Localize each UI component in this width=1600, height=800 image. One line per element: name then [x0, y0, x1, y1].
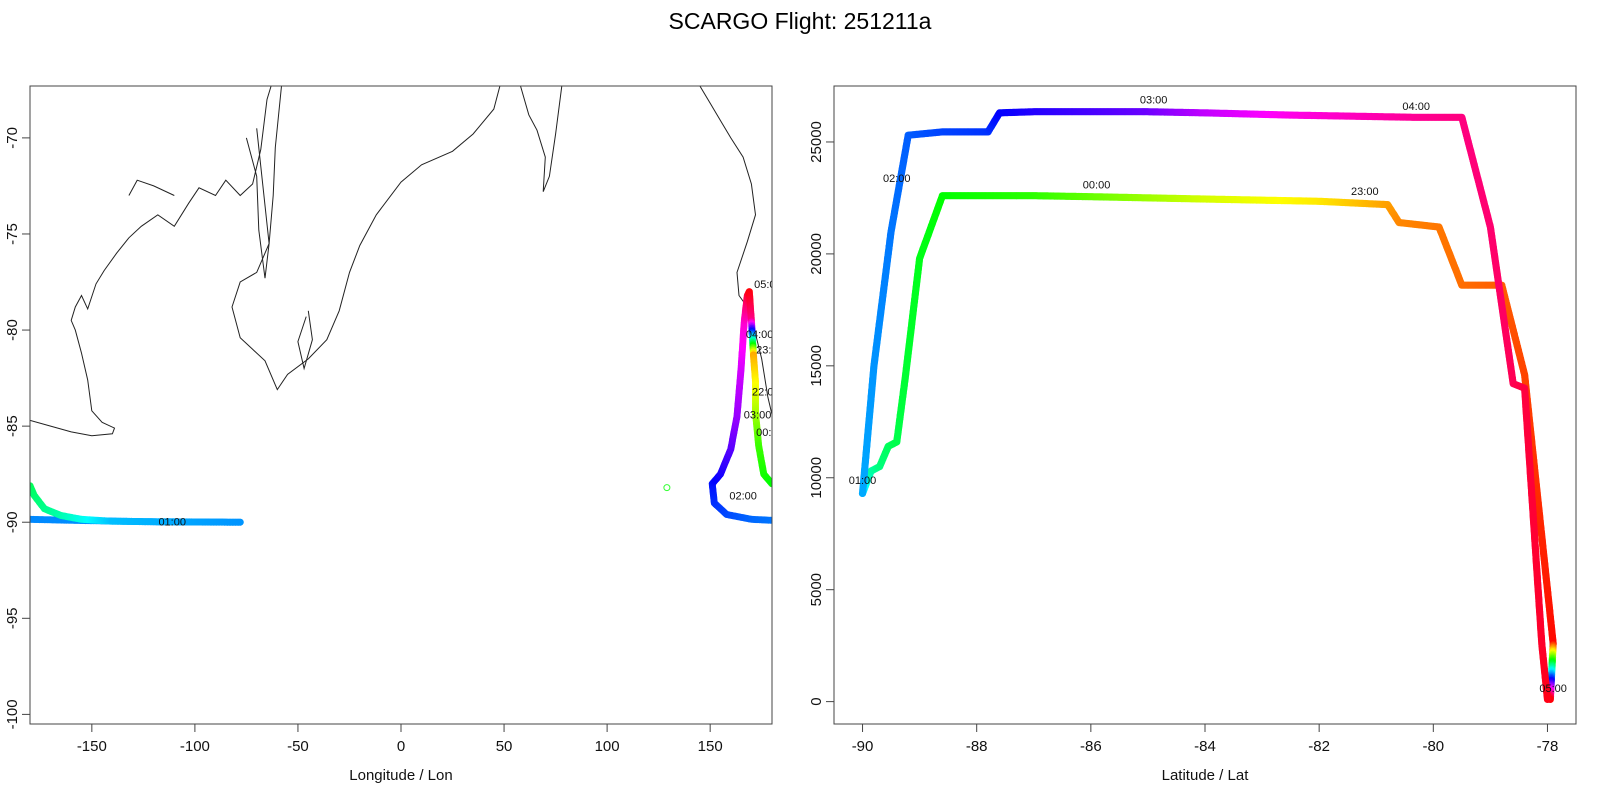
- coastline: [231, 86, 501, 391]
- map-x-tick-label: 150: [698, 738, 723, 755]
- coastline: [297, 310, 313, 371]
- chart-title: SCARGO Flight: 251211a: [668, 8, 932, 34]
- profile-plot-area: 01:00 02:00 00:00 03:00 23:00 04:00 05:00: [849, 94, 1567, 704]
- profile-y-tick-label: 25000: [808, 121, 825, 163]
- map-x-tick-label: -50: [287, 738, 309, 755]
- map-y-tick-label: -80: [4, 319, 21, 341]
- map-y-tick-label: -70: [4, 127, 21, 149]
- profile-y-tick-label: 20000: [808, 233, 825, 275]
- coastline: [30, 86, 272, 437]
- map-time-label: 01:00: [158, 517, 186, 529]
- profile-y-tick-label: 5000: [808, 573, 825, 606]
- map-x-tick-label: 100: [595, 738, 620, 755]
- map-y-tick-label: -95: [4, 607, 21, 629]
- map-marker-point: [663, 484, 671, 492]
- profile-x-tick-label: -86: [1080, 738, 1102, 755]
- profile-time-label: 01:00: [849, 475, 877, 487]
- profile-time-label: 00:00: [1083, 179, 1111, 191]
- map-panel: 01:00 02:00 03:00 04:00 05:00 23:00 00:00 22:00…: [4, 85, 784, 784]
- map-x-tick-label: 50: [496, 738, 513, 755]
- profile-x-tick-label: -90: [852, 738, 874, 755]
- map-x-tick-label: -100: [180, 738, 210, 755]
- coastline: [128, 179, 175, 196]
- profile-x-tick-label: -82: [1308, 738, 1330, 755]
- profile-time-label: 23:00: [1351, 186, 1379, 198]
- map-y-tick-label: -90: [4, 511, 21, 533]
- profile-x-axis-label: Latitude / Lat: [1162, 767, 1250, 784]
- map-plot-area: 01:00 02:00 03:00 04:00 05:00 23:00 00:00 22:00: [30, 86, 784, 529]
- map-time-label: 04:00: [746, 329, 774, 341]
- profile-x-tick-label: -80: [1422, 738, 1444, 755]
- profile-plot-frame: [833, 85, 1577, 725]
- map-time-label: 22:00: [752, 387, 780, 399]
- profile-time-label: 03:00: [1140, 94, 1168, 106]
- map-time-label: 02:00: [729, 490, 757, 502]
- profile-time-label: 04:00: [1402, 101, 1430, 113]
- profile-x-tick-label: -84: [1194, 738, 1216, 755]
- map-time-label: 00:00: [756, 427, 784, 439]
- map-track-point: [768, 480, 772, 488]
- profile-y-tick-label: 0: [808, 697, 825, 705]
- map-y-tick-label: -75: [4, 223, 21, 245]
- profile-track-point: [1543, 695, 1552, 704]
- map-time-label: 05:00: [754, 279, 782, 291]
- profile-y-tick-label: 10000: [808, 457, 825, 499]
- coastline: [699, 86, 772, 415]
- map-x-axis-label: Longitude / Lon: [349, 767, 452, 784]
- profile-x-tick-label: -78: [1537, 738, 1559, 755]
- coastline: [245, 128, 270, 279]
- profile-time-label: 02:00: [883, 173, 911, 185]
- map-x-tick-label: -150: [77, 738, 107, 755]
- profile-x-tick-label: -88: [966, 738, 988, 755]
- map-x-tick-label: 0: [397, 738, 405, 755]
- coastline: [520, 86, 563, 192]
- map-time-label: 23:00: [756, 344, 784, 356]
- map-y-tick-label: -100: [4, 699, 21, 729]
- map-time-label: 03:00: [744, 410, 772, 422]
- profile-time-label: 05:00: [1539, 683, 1567, 695]
- profile-y-tick-label: 15000: [808, 345, 825, 387]
- profile-panel: 01:00 02:00 00:00 03:00 23:00 04:00 05:00 -90 -8…: [808, 85, 1577, 784]
- map-track-point: [236, 518, 244, 526]
- map-y-tick-label: -85: [4, 415, 21, 437]
